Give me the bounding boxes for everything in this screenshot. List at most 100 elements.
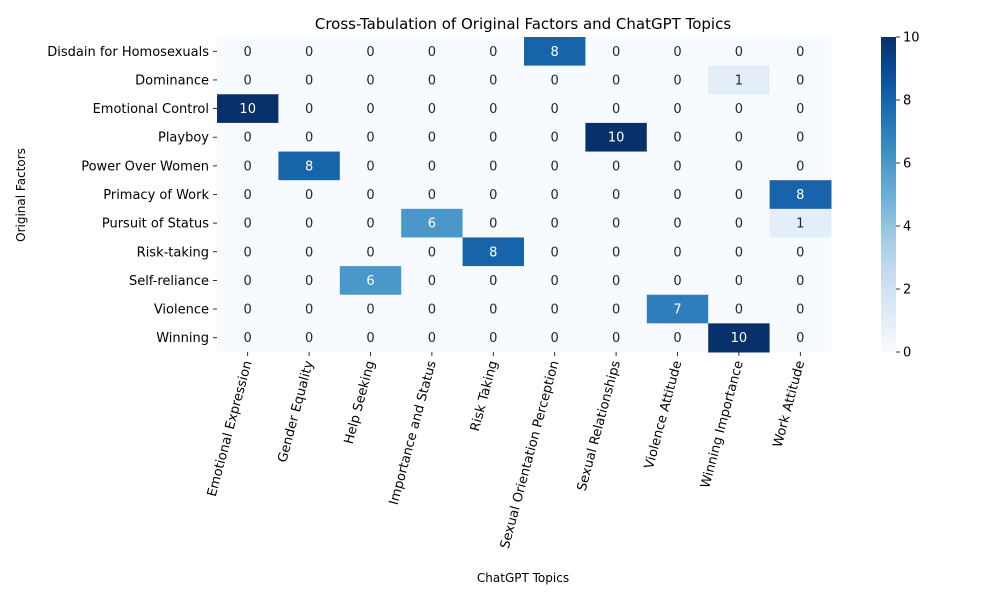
cell-value-label: 0 (796, 331, 804, 346)
heatmap-cell (646, 180, 709, 210)
cell-value-label: 0 (366, 45, 374, 60)
heatmap-cell (585, 237, 648, 267)
cell-value-label: 0 (244, 159, 252, 174)
heatmap-cell (708, 94, 771, 124)
heatmap-cell (646, 208, 709, 238)
cell-value-label: 10 (608, 131, 625, 146)
heatmap-cell (646, 323, 709, 353)
row-labels: Disdain for Homosexuals Dominance Emotiona… (47, 45, 217, 346)
heatmap-cell (769, 266, 832, 296)
heatmap-cell (585, 37, 648, 67)
heatmap-cell (278, 65, 341, 95)
cell-value-label: 0 (551, 159, 559, 174)
heatmap-cell (401, 323, 464, 353)
heatmap-cell (524, 180, 586, 210)
heatmap-cell (278, 323, 341, 353)
heatmap-cell (217, 180, 279, 210)
colorbar-tick-label: 4 (903, 220, 911, 235)
cell-value-label: 1 (735, 73, 743, 88)
row-label: Risk-taking (137, 245, 209, 260)
heatmap-cell (339, 37, 402, 67)
heatmap-cell (769, 323, 832, 353)
cell-value-label: 8 (489, 245, 497, 260)
cell-value-label: 0 (796, 274, 804, 289)
y-axis-label: Original Factors (14, 148, 28, 242)
heatmap-cell (769, 151, 832, 181)
heatmap-cell (278, 94, 341, 124)
cell-value-label: 0 (366, 245, 374, 260)
heatmap-cell (462, 208, 525, 238)
cell-value-label: 0 (551, 131, 559, 146)
heatmap-cell (646, 266, 709, 296)
cell-value-label: 0 (305, 188, 313, 203)
cell-value-label: 0 (244, 188, 252, 203)
heatmap-cell (217, 294, 279, 324)
cell-value-label: 0 (796, 159, 804, 174)
row-label: Self-reliance (129, 274, 209, 289)
cell-value-label: 0 (551, 331, 559, 346)
heatmap-cell (585, 266, 648, 296)
heatmap-cells: 0 0 0 0 0 8 0 0 0 00 0 0 0 0 0 0 0 1 010 0 0 0 0 0 0 0 0 00 0 0 0 0 0 10 0… (217, 37, 832, 353)
heatmap-cell (585, 94, 648, 124)
cell-value-label: 0 (244, 45, 252, 60)
heatmap-cell (462, 237, 525, 267)
cell-value-label: 0 (489, 45, 497, 60)
heatmap-cell (524, 266, 586, 296)
cell-value-label: 0 (489, 303, 497, 318)
row-label: Winning (156, 331, 209, 346)
heatmap-cell (708, 237, 771, 267)
cell-value-label: 0 (612, 274, 620, 289)
cell-value-label: 0 (673, 131, 681, 146)
heatmap-cell (585, 151, 648, 181)
cell-value-label: 0 (305, 331, 313, 346)
heatmap-cell (462, 37, 525, 67)
cell-value-label: 0 (366, 217, 374, 232)
heatmap-cell (401, 266, 464, 296)
heatmap-cell (462, 65, 525, 95)
heatmap-cell (339, 94, 402, 124)
heatmap-cell (217, 323, 279, 353)
column-label: Work Attitude (771, 359, 809, 449)
cell-value-label: 0 (366, 102, 374, 117)
cell-value-label: 0 (244, 274, 252, 289)
heatmap-cell (708, 65, 771, 95)
heatmap-cell (524, 323, 586, 353)
cell-value-label: 0 (305, 45, 313, 60)
cell-value-label: 0 (366, 188, 374, 203)
heatmap-cell (524, 294, 586, 324)
heatmap-cell (524, 65, 586, 95)
heatmap-cell (339, 180, 402, 210)
heatmap-cell (401, 151, 464, 181)
cell-value-label: 0 (796, 73, 804, 88)
cell-value-label: 0 (428, 331, 436, 346)
cell-value-label: 0 (551, 73, 559, 88)
heatmap-cell (708, 294, 771, 324)
cell-value-label: 0 (796, 245, 804, 260)
heatmap-cell (462, 122, 525, 153)
cell-value-label: 0 (489, 188, 497, 203)
cell-value-label: 10 (239, 102, 256, 117)
column-label: Violence Attitude (642, 359, 685, 470)
row-label: Dominance (135, 73, 209, 88)
cell-value-label: 1 (796, 217, 804, 232)
heatmap-cell (524, 122, 586, 153)
cell-value-label: 0 (244, 331, 252, 346)
cell-value-label: 10 (731, 331, 748, 346)
cell-value-label: 6 (428, 217, 436, 232)
heatmap-cell (339, 323, 402, 353)
heatmap-cell (401, 294, 464, 324)
cell-value-label: 0 (612, 245, 620, 260)
heatmap-cell (278, 208, 341, 238)
row-label: Disdain for Homosexuals (47, 45, 209, 60)
cell-value-label: 0 (735, 102, 743, 117)
cell-value-label: 0 (428, 102, 436, 117)
colorbar-tick-label: 8 (903, 94, 911, 109)
heatmap-cell (708, 180, 771, 210)
cell-value-label: 0 (305, 274, 313, 289)
heatmap-cell (708, 266, 771, 296)
cell-value-label: 0 (735, 45, 743, 60)
heatmap-cell (339, 151, 402, 181)
heatmap-cell (585, 180, 648, 210)
heatmap-cell (278, 180, 341, 210)
cell-value-label: 0 (244, 303, 252, 318)
